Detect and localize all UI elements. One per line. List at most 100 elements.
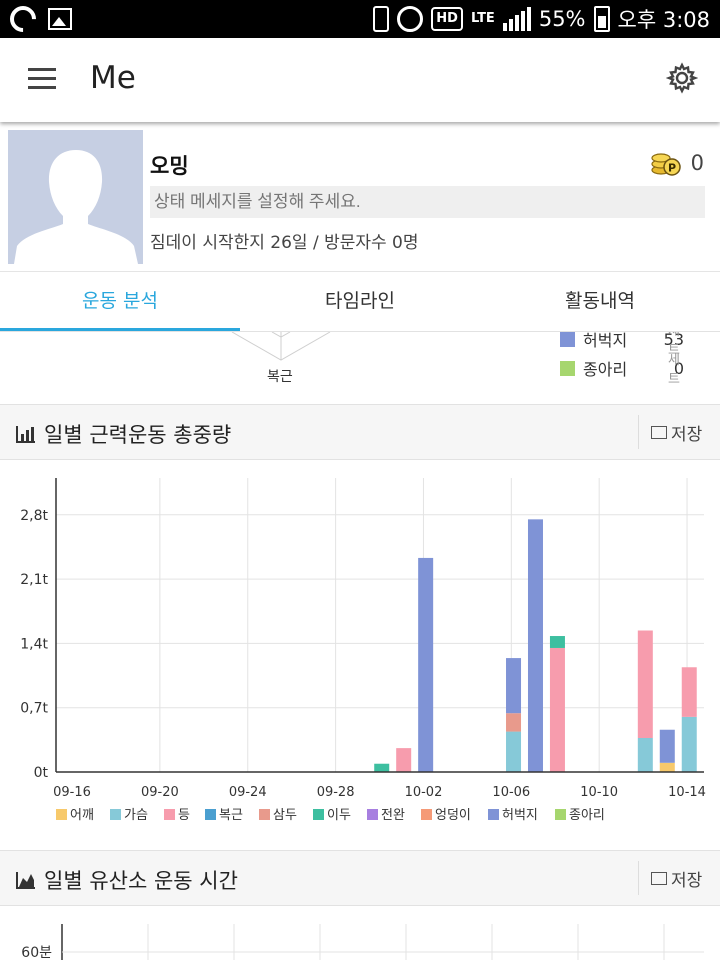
legend-label: 복근 bbox=[219, 808, 243, 823]
bar-segment bbox=[659, 762, 675, 772]
legend-label: 삼두 bbox=[273, 808, 297, 823]
x-tick-label: 09-28 bbox=[317, 785, 355, 800]
legend-swatch bbox=[259, 809, 270, 820]
default-person-icon bbox=[14, 150, 138, 264]
x-tick-label: 10-06 bbox=[492, 785, 530, 800]
strength-volume-header: 일별 근력운동 총중량 저장 bbox=[0, 404, 720, 460]
legend-swatch bbox=[313, 809, 324, 820]
battery-percent: 55% bbox=[538, 7, 586, 31]
profile-name: 오밍 bbox=[150, 154, 189, 178]
page-title: Me bbox=[90, 60, 136, 96]
x-tick-label: 10-02 bbox=[405, 785, 443, 800]
profile-card: 오밍 P 0 짐데이 시작한지 26일 / 방문자수 0명 bbox=[0, 122, 720, 272]
legend-unit: 세트 bbox=[668, 353, 680, 387]
bar-segment bbox=[506, 713, 522, 732]
clock: 오후 3:08 bbox=[617, 8, 710, 32]
gear-icon[interactable] bbox=[666, 62, 698, 94]
svg-text:P: P bbox=[668, 162, 676, 175]
hd-voice-icon: HD bbox=[431, 7, 463, 31]
bar-segment bbox=[549, 636, 565, 648]
legend-count: 53 bbox=[663, 332, 684, 349]
legend-label: 어깨 bbox=[70, 808, 94, 823]
legend-label: 가슴 bbox=[124, 808, 148, 823]
points-display[interactable]: P 0 bbox=[651, 150, 704, 176]
network-type: LTE bbox=[470, 11, 495, 26]
y-tick-label: 2,8t bbox=[20, 508, 48, 524]
save-chart-button[interactable]: 저장 bbox=[638, 415, 720, 449]
x-tick-label: 09-20 bbox=[141, 785, 179, 800]
gallery-notification-icon bbox=[48, 8, 72, 30]
x-tick-label: 10-10 bbox=[580, 785, 618, 800]
menu-icon[interactable] bbox=[28, 68, 56, 90]
legend-swatch bbox=[555, 809, 566, 820]
y-tick-label: 1,4t bbox=[20, 636, 48, 652]
alarm-icon bbox=[397, 6, 424, 32]
x-tick-label: 09-16 bbox=[53, 785, 91, 800]
legend-label: 종아리 bbox=[583, 360, 628, 379]
legend-label: 허벅지 bbox=[502, 808, 538, 823]
area-chart-icon bbox=[16, 872, 35, 889]
bar-segment bbox=[374, 763, 390, 772]
legend-item-thigh: 허벅지 53 세트 bbox=[560, 332, 684, 358]
legend-label: 종아리 bbox=[569, 808, 605, 823]
save-chart-button[interactable]: 저장 bbox=[638, 861, 720, 895]
bar-segment bbox=[506, 658, 522, 714]
legend-label: 엉덩이 bbox=[435, 808, 471, 823]
legend-label: 허벅지 bbox=[583, 332, 628, 350]
points-value: 0 bbox=[690, 151, 704, 175]
muscle-radar-section: 복근 허벅지 53 세트 종아리 0 세트 bbox=[0, 332, 720, 404]
bar-segment bbox=[396, 748, 412, 772]
coin-stack-icon: P bbox=[651, 153, 681, 176]
legend-swatch bbox=[205, 809, 216, 820]
cardio-time-chart: 60분 bbox=[0, 906, 720, 960]
y-tick-label: 0t bbox=[34, 765, 49, 781]
section-title: 일별 유산소 운동 시간 bbox=[44, 869, 238, 893]
bar-segment bbox=[681, 667, 697, 717]
legend-swatch bbox=[421, 809, 432, 820]
legend-label: 전완 bbox=[381, 808, 405, 823]
tab-timeline[interactable]: 타임라인 bbox=[325, 290, 395, 312]
signal-icon bbox=[502, 7, 531, 31]
bar-segment bbox=[637, 630, 653, 739]
cardio-time-header: 일별 유산소 운동 시간 저장 bbox=[0, 850, 720, 906]
cardio-chart-fragment: 60분 bbox=[21, 924, 704, 960]
legend-swatch bbox=[488, 809, 499, 820]
bar-segment bbox=[506, 731, 522, 772]
legend-swatch bbox=[164, 809, 175, 820]
status-bar: HD LTE 55% 오후 3:08 bbox=[0, 0, 720, 38]
legend-count: 0 bbox=[673, 358, 684, 378]
bar-segment bbox=[637, 738, 653, 772]
save-label: 저장 bbox=[671, 870, 703, 891]
section-title: 일별 근력운동 총중량 bbox=[44, 423, 232, 447]
legend-swatch bbox=[367, 809, 378, 820]
app-bar: Me bbox=[0, 38, 720, 122]
tab-activity-history[interactable]: 활동내역 bbox=[565, 290, 635, 312]
bar-chart-icon bbox=[16, 426, 35, 443]
battery-icon bbox=[593, 6, 610, 32]
x-tick-label: 10-14 bbox=[668, 785, 706, 800]
vibrate-icon bbox=[373, 6, 390, 32]
avatar[interactable] bbox=[8, 130, 143, 264]
status-message-input[interactable] bbox=[150, 186, 705, 218]
bar-segment bbox=[527, 519, 543, 772]
profile-stats: 짐데이 시작한지 26일 / 방문자수 0명 bbox=[150, 233, 419, 253]
legend-label: 이두 bbox=[327, 808, 351, 823]
bar-segment bbox=[681, 716, 697, 772]
stacked-bar-chart: 0t 0,7t 1,4t 2,1t 2,8t 09-16 09-20 09-24 09-28 10… bbox=[20, 478, 706, 823]
radar-axis-label: 복근 bbox=[267, 369, 293, 385]
legend-label: 등 bbox=[178, 808, 190, 823]
tab-workout-analysis[interactable]: 운동 분석 bbox=[0, 272, 240, 331]
strength-volume-chart: 0t 0,7t 1,4t 2,1t 2,8t 09-16 09-20 09-24 09-28 10… bbox=[0, 460, 720, 850]
bar-segment bbox=[659, 729, 675, 763]
y-tick-label: 2,1t bbox=[20, 572, 48, 588]
save-label: 저장 bbox=[671, 424, 703, 445]
legend-swatch bbox=[110, 809, 121, 820]
bar-segment bbox=[418, 557, 434, 772]
legend-item-calf: 종아리 0 세트 bbox=[560, 353, 684, 387]
legend-unit: 세트 bbox=[668, 332, 680, 358]
y-tick-label: 60분 bbox=[21, 945, 52, 960]
y-tick-label: 0,7t bbox=[20, 701, 48, 717]
app-notification-icon bbox=[4, 0, 42, 38]
legend-swatch bbox=[560, 360, 575, 376]
tab-bar: 운동 분석 타임라인 활동내역 bbox=[0, 272, 720, 332]
